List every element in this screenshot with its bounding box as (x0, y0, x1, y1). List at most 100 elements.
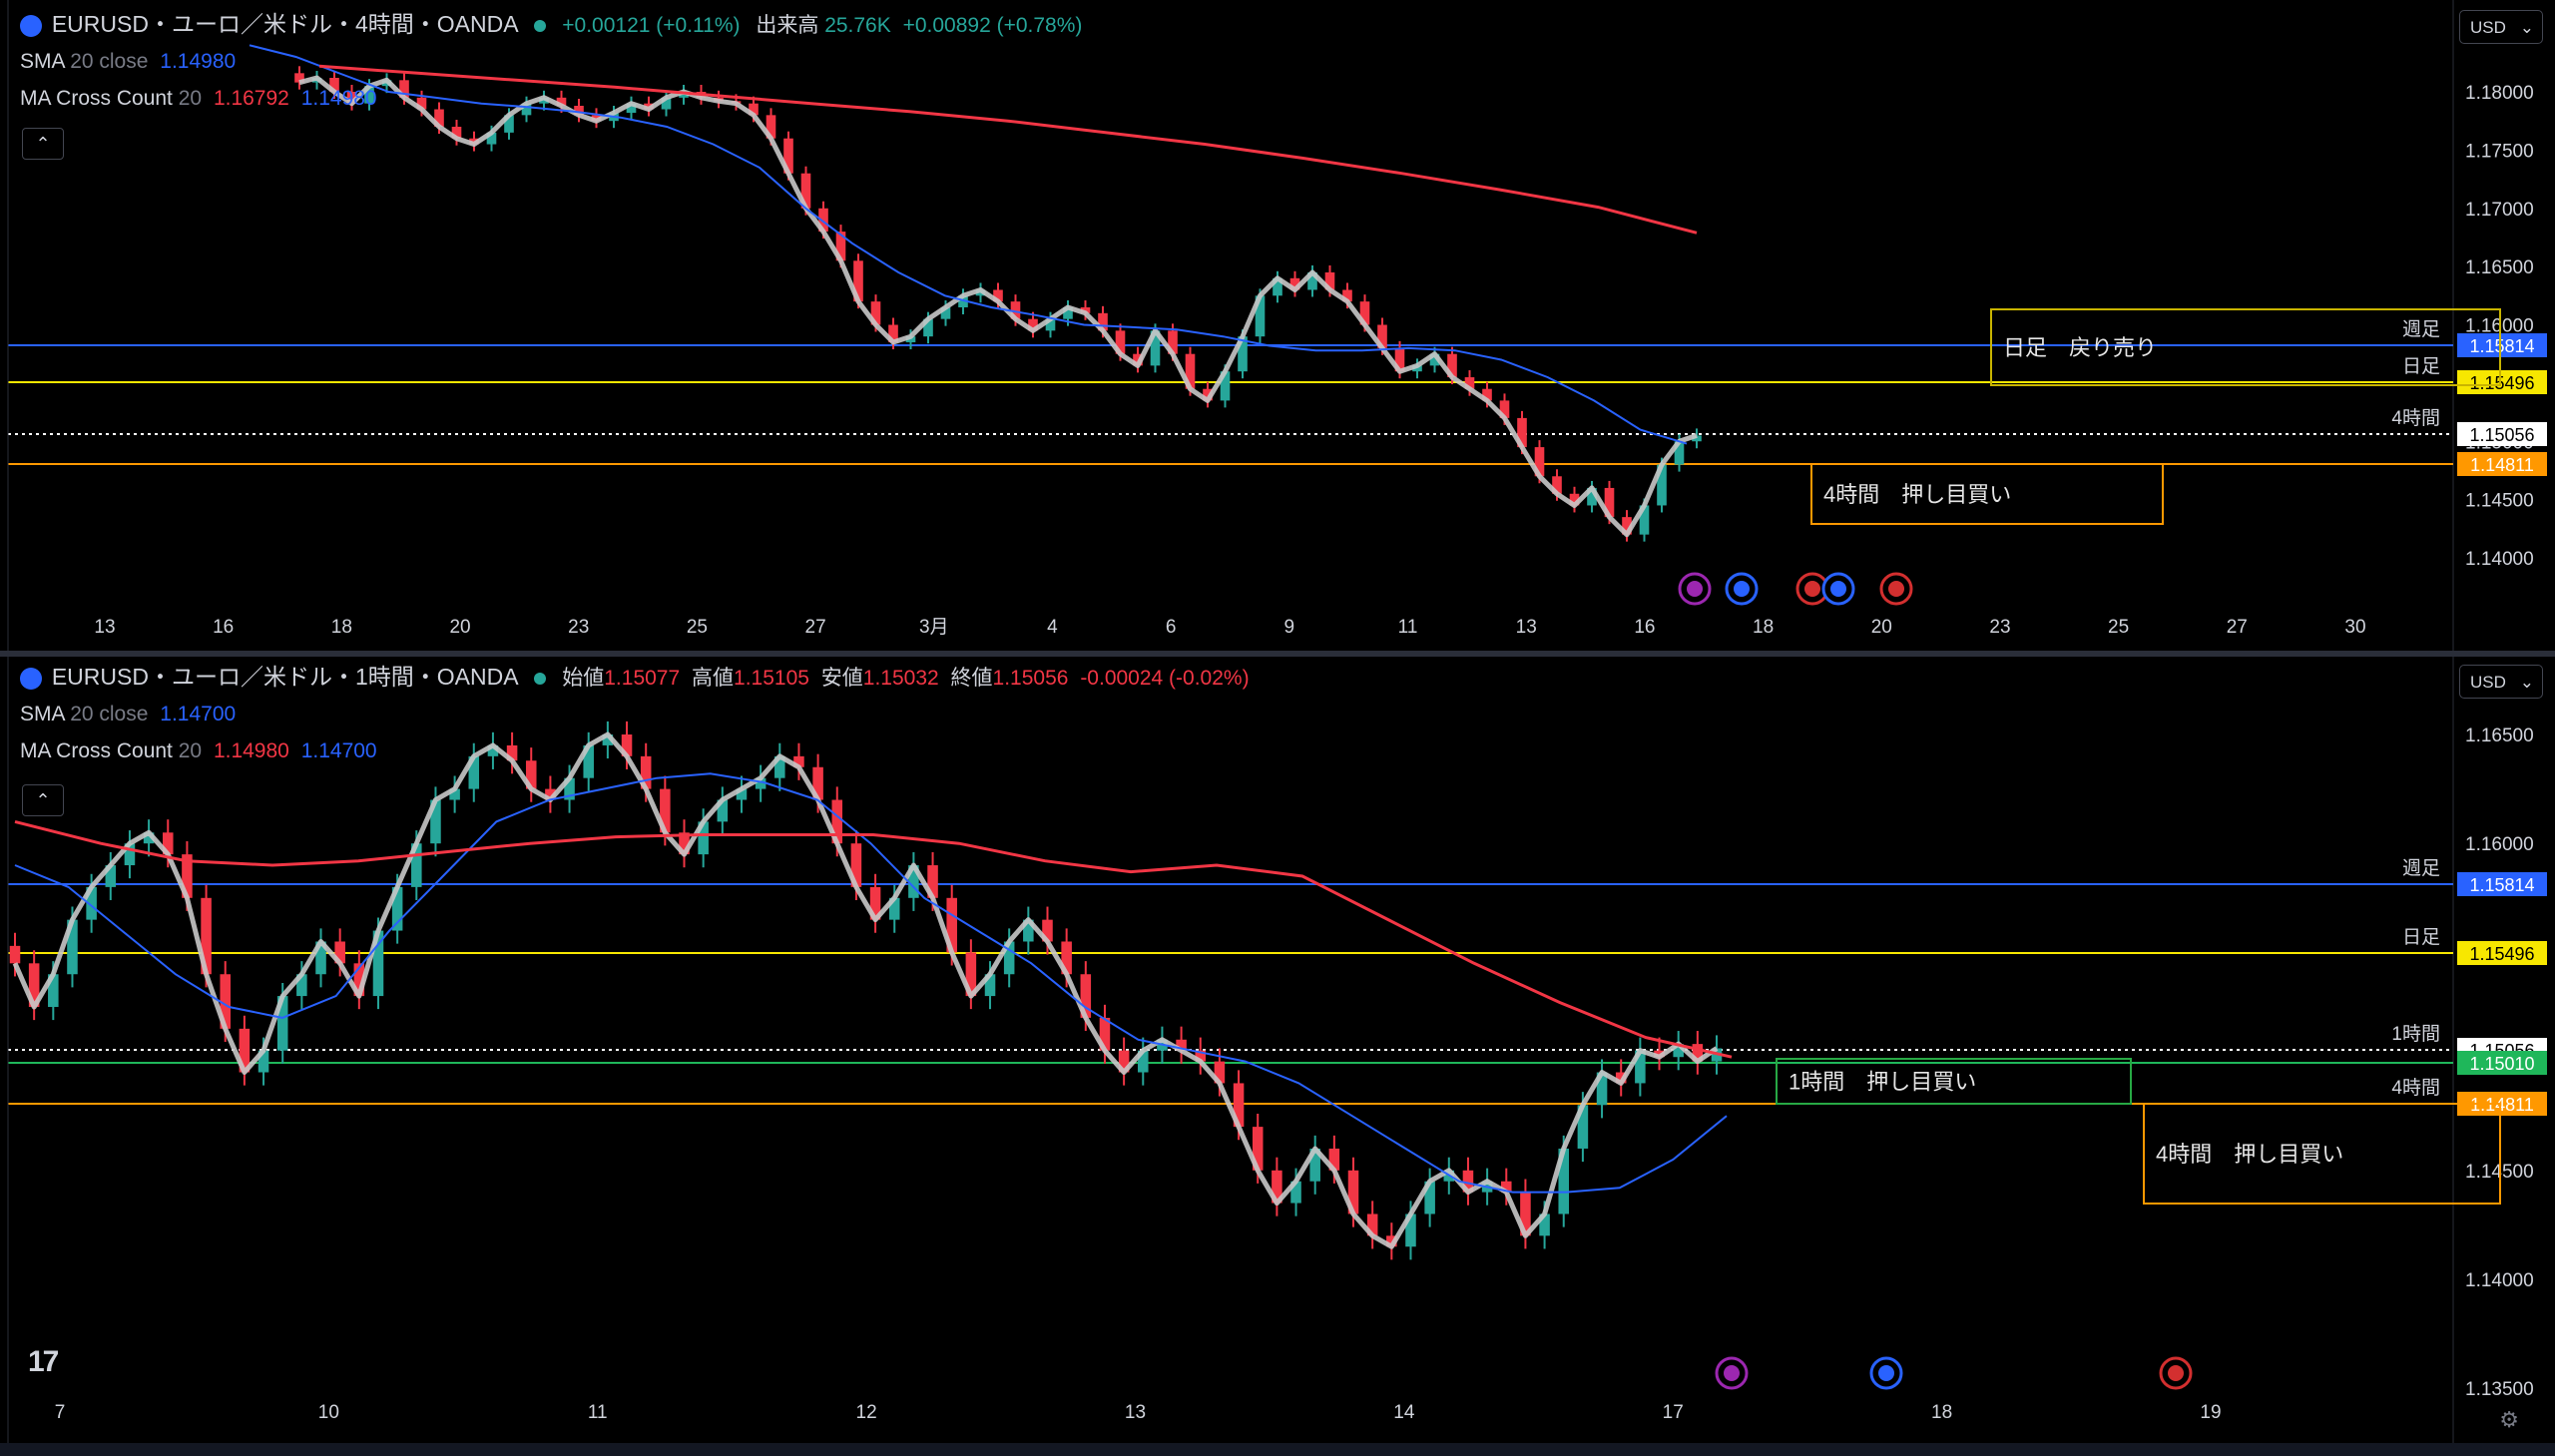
candle-body (965, 952, 977, 997)
legend-macc-row[interactable]: MA Cross Count 20 1.16792 1.14980 (20, 80, 1082, 117)
pane-separator[interactable] (0, 651, 2555, 657)
x-tick-label: 11 (1398, 617, 1418, 638)
symbol-title[interactable]: EURUSD・ユーロ／米ドル・1時間・OANDA (51, 664, 519, 690)
candle-body (698, 821, 709, 855)
currency-label: USD (2470, 673, 2506, 692)
eur-flag-icon (20, 15, 42, 38)
candle-body (755, 777, 766, 789)
collapse-legend-button[interactable]: ⌃ (22, 128, 64, 160)
candle-body (850, 843, 862, 887)
candle-body (717, 799, 729, 822)
macc-params: 20 (178, 87, 203, 110)
chevron-down-icon: ⌄ (2519, 673, 2534, 692)
event-icon-dot (1888, 581, 1904, 597)
price-tag-bg-h1 (2457, 1051, 2547, 1075)
candle-body (411, 843, 422, 887)
candles (294, 66, 1702, 542)
candle-body (1195, 1050, 1207, 1062)
x-tick-label: 7 (55, 1402, 66, 1423)
legend-sma-row[interactable]: SMA 20 close 1.14700 (20, 696, 1250, 732)
candle-body (506, 744, 518, 761)
candle-body (1324, 271, 1335, 290)
chart-canvas-1h[interactable]: 1.165001.160001.155001.150001.145001.140… (0, 657, 2555, 1447)
symbol-title[interactable]: EURUSD・ユーロ／米ドル・4時間・OANDA (51, 11, 519, 37)
y-tick-label: 1.16500 (2465, 257, 2534, 278)
x-tick-label: 6 (1166, 617, 1177, 638)
bottom-toolbar (0, 1443, 2555, 1456)
candle-body (1499, 400, 1510, 418)
x-tick-label: 23 (1989, 617, 2010, 638)
collapse-legend-button[interactable]: ⌃ (22, 784, 64, 816)
candle-body (1342, 289, 1352, 302)
sma-name: SMA (20, 50, 65, 73)
candle-body (1220, 371, 1231, 401)
candle-body (1063, 306, 1073, 319)
candle-body (162, 832, 174, 855)
currency-selector[interactable]: USD ⌄ (2459, 665, 2543, 699)
currency-selector[interactable]: USD ⌄ (2459, 10, 2543, 44)
legend-sma-row[interactable]: SMA 20 close 1.14980 (20, 43, 1082, 80)
candle-body (661, 97, 672, 110)
candle-body (1150, 330, 1161, 366)
candle-body (276, 996, 288, 1051)
candle-body (1289, 277, 1300, 290)
candle-body (1517, 417, 1527, 448)
price-tag-h4: 1.14811 (2470, 1095, 2534, 1115)
market-open-icon (534, 673, 547, 686)
candle-body (346, 92, 357, 104)
candle-body (1657, 464, 1667, 506)
level-tag-weekly: 週足 (2402, 318, 2440, 340)
x-tick-label: 30 (2344, 617, 2365, 638)
candle-body (574, 106, 584, 116)
volume-value: 25.76K (824, 14, 891, 37)
candle-body (660, 788, 671, 833)
candle-body (257, 1050, 269, 1073)
candle-body (1569, 493, 1580, 506)
x-tick-label: 16 (213, 617, 234, 638)
candle-body (1176, 1039, 1187, 1051)
candle-body (774, 755, 785, 778)
x-tick-label: 13 (94, 617, 115, 638)
candle-body (364, 86, 374, 104)
candle-body (800, 173, 811, 209)
tradingview-logo[interactable]: 17 (28, 1345, 59, 1378)
candle-body (1115, 330, 1126, 354)
candle-body (1405, 1213, 1416, 1247)
chart-pane-1h[interactable]: 1.165001.160001.155001.150001.145001.140… (0, 657, 2555, 1447)
sma-value: 1.14700 (160, 703, 237, 726)
candle-body (1290, 1181, 1301, 1204)
event-icon-dot (1734, 581, 1750, 597)
candle-body (1377, 324, 1387, 348)
price-tag-bg-daily (2457, 941, 2547, 965)
macc-params: 20 (178, 739, 203, 762)
candle-body (1118, 1050, 1130, 1073)
sma-params: 20 close (70, 50, 149, 73)
h4-buy-zone-label: 4時間 押し目買い (2156, 1142, 2343, 1167)
candle-body (451, 127, 462, 139)
chart-canvas-4h[interactable]: 1.180001.175001.170001.165001.160001.155… (0, 0, 2555, 651)
legend-title-row: EURUSD・ユーロ／米ドル・4時間・OANDA +0.00121 (+0.11… (20, 6, 1082, 43)
legend-macc-row[interactable]: MA Cross Count 20 1.14980 1.14700 (20, 732, 1250, 769)
candle-body (1520, 1192, 1531, 1236)
candle-body (545, 788, 556, 800)
candle-body (583, 744, 594, 778)
candle-body (870, 301, 881, 325)
candle-body (831, 799, 843, 844)
high-value: 1.15105 (734, 667, 809, 690)
y-tick-label: 1.18000 (2465, 83, 2534, 104)
candle-body (556, 97, 567, 107)
x-tick-label: 12 (856, 1402, 877, 1423)
daily-sell-zone (1990, 308, 2501, 386)
candle-body (239, 1028, 251, 1073)
x-tick-label: 27 (805, 617, 826, 638)
x-tick-label: 4 (1047, 617, 1058, 638)
candle-body (48, 974, 59, 1007)
candle-body (143, 832, 155, 844)
candle-body (1272, 1170, 1282, 1204)
candle-body (9, 945, 21, 964)
x-tick-label: 16 (1634, 617, 1655, 638)
settings-gear-icon[interactable]: ⚙ (2499, 1407, 2519, 1432)
chart-pane-4h[interactable]: 1.180001.175001.170001.165001.160001.155… (0, 0, 2555, 651)
y-tick-label: 1.17000 (2465, 200, 2534, 221)
x-tick-label: 11 (588, 1402, 608, 1423)
